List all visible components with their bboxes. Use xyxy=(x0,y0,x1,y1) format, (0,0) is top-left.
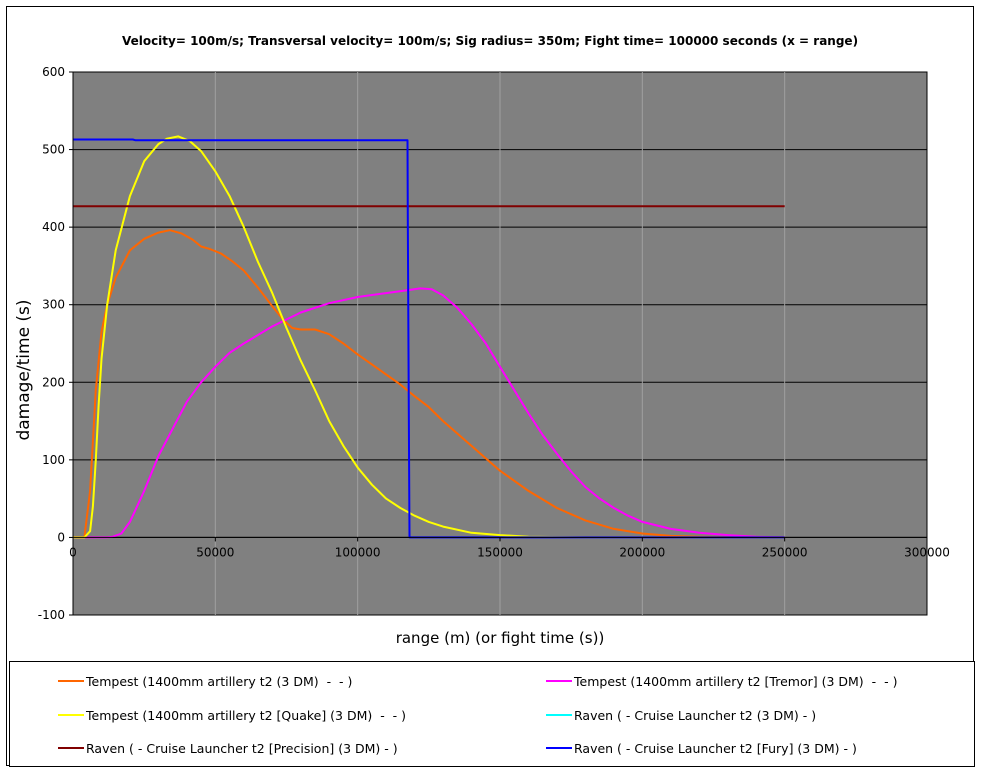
y-tick-label: 0 xyxy=(57,530,65,544)
series-line xyxy=(73,287,785,539)
x-tick-label: 100000 xyxy=(335,545,381,559)
legend-label: Raven ( - Cruise Launcher t2 [Precision]… xyxy=(86,740,398,756)
y-tick-label: 300 xyxy=(42,298,65,312)
legend-item: Tempest (1400mm artillery t2 [Tremor] (3… xyxy=(546,673,897,689)
y-tick-label: 600 xyxy=(42,65,65,79)
y-tick-label: 500 xyxy=(42,143,65,157)
x-tick-label: 200000 xyxy=(619,545,665,559)
x-tick-label: 300000 xyxy=(904,545,950,559)
axis-layer: -100 0 100 200 300 400 500 600 0 50000 100000 15000… xyxy=(38,65,950,622)
legend-item: Raven ( - Cruise Launcher t2 [Fury] (3 D… xyxy=(546,740,857,756)
chart-svg: Velocity= 100m/s; Transversal velocity= … xyxy=(14,34,950,647)
series-line xyxy=(73,229,785,539)
legend-swatch xyxy=(546,714,572,716)
legend-item: Raven ( - Cruise Launcher t2 [Precision]… xyxy=(58,740,398,756)
x-tick-label: 250000 xyxy=(762,545,808,559)
grid-layer xyxy=(73,72,927,615)
y-tick-label: -100 xyxy=(38,608,65,622)
legend-label: Tempest (1400mm artillery t2 [Quake] (3 … xyxy=(86,707,407,723)
legend-label: Tempest (1400mm artillery t2 (3 DM) - - … xyxy=(86,673,353,689)
chart-legend: Tempest (1400mm artillery t2 (3 DM) - - … xyxy=(9,661,975,767)
legend-label: Raven ( - Cruise Launcher t2 [Fury] (3 D… xyxy=(574,740,857,756)
series-line xyxy=(73,135,785,539)
y-tick-label: 100 xyxy=(42,453,65,467)
series-layer xyxy=(73,135,785,539)
y-tick-label: 400 xyxy=(42,220,65,234)
legend-swatch xyxy=(58,714,84,716)
legend-swatch xyxy=(58,680,84,682)
legend-label: Raven ( - Cruise Launcher t2 (3 DM) - ) xyxy=(574,707,817,723)
y-tick-label: 200 xyxy=(42,375,65,389)
x-tick-label: 150000 xyxy=(477,545,523,559)
x-axis-label: range (m) (or fight time (s)) xyxy=(396,629,605,647)
legend-item: Tempest (1400mm artillery t2 [Quake] (3 … xyxy=(58,707,406,723)
y-axis-label: damage/time (s) xyxy=(14,299,34,440)
legend-swatch xyxy=(58,747,84,749)
legend-swatch xyxy=(546,680,572,682)
legend-item: Tempest (1400mm artillery t2 (3 DM) - - … xyxy=(58,673,352,689)
x-tick-label: 50000 xyxy=(196,545,234,559)
legend-label: Tempest (1400mm artillery t2 [Tremor] (3… xyxy=(574,673,898,689)
legend-item: Raven ( - Cruise Launcher t2 (3 DM) - ) xyxy=(546,707,816,723)
series-line xyxy=(73,138,785,539)
x-tick-label: 0 xyxy=(69,545,77,559)
legend-swatch xyxy=(546,747,572,749)
chart-title: Velocity= 100m/s; Transversal velocity= … xyxy=(122,34,858,48)
